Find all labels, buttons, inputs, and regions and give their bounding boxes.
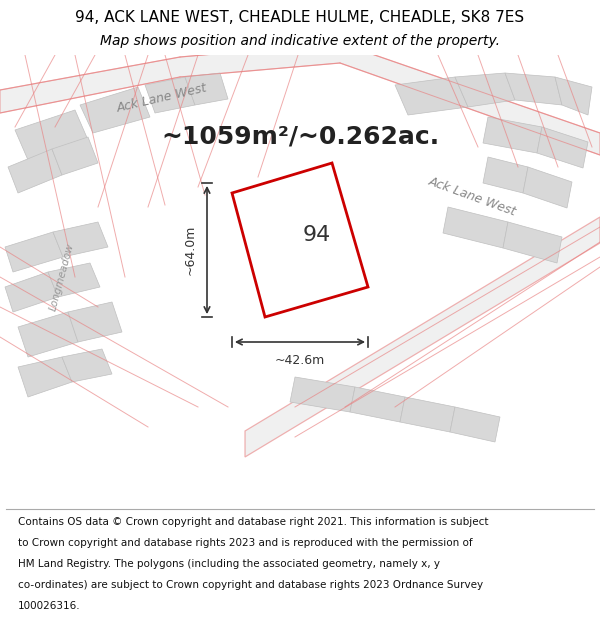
Polygon shape — [18, 312, 78, 357]
Text: HM Land Registry. The polygons (including the associated geometry, namely x, y: HM Land Registry. The polygons (includin… — [18, 559, 440, 569]
Polygon shape — [15, 110, 88, 160]
Polygon shape — [0, 43, 600, 155]
Text: Ack Lane West: Ack Lane West — [427, 175, 518, 219]
Polygon shape — [5, 232, 63, 272]
Polygon shape — [232, 163, 368, 317]
Polygon shape — [505, 73, 562, 105]
Polygon shape — [8, 149, 62, 193]
Polygon shape — [185, 73, 228, 105]
Text: 94: 94 — [303, 225, 331, 245]
Polygon shape — [537, 127, 588, 168]
Polygon shape — [483, 157, 528, 193]
Polygon shape — [350, 387, 405, 422]
Polygon shape — [48, 263, 100, 297]
Polygon shape — [555, 77, 592, 115]
Polygon shape — [18, 357, 72, 397]
Polygon shape — [62, 349, 112, 382]
Polygon shape — [503, 222, 562, 263]
Polygon shape — [52, 137, 98, 175]
Polygon shape — [245, 217, 600, 457]
Polygon shape — [483, 117, 542, 153]
Polygon shape — [443, 207, 508, 248]
Polygon shape — [523, 167, 572, 208]
Text: co-ordinates) are subject to Crown copyright and database rights 2023 Ordnance S: co-ordinates) are subject to Crown copyr… — [18, 580, 483, 590]
Text: to Crown copyright and database rights 2023 and is reproduced with the permissio: to Crown copyright and database rights 2… — [18, 538, 473, 548]
Polygon shape — [400, 397, 455, 432]
Text: Ack Lane West: Ack Lane West — [116, 81, 208, 115]
Text: ~64.0m: ~64.0m — [184, 225, 197, 275]
Polygon shape — [145, 77, 195, 113]
Text: ~42.6m: ~42.6m — [275, 354, 325, 367]
Text: 94, ACK LANE WEST, CHEADLE HULME, CHEADLE, SK8 7ES: 94, ACK LANE WEST, CHEADLE HULME, CHEADL… — [76, 10, 524, 25]
Text: ~1059m²/~0.262ac.: ~1059m²/~0.262ac. — [161, 125, 439, 149]
Polygon shape — [5, 272, 58, 312]
Text: Contains OS data © Crown copyright and database right 2021. This information is : Contains OS data © Crown copyright and d… — [18, 517, 488, 527]
Polygon shape — [68, 302, 122, 342]
Polygon shape — [455, 73, 515, 107]
Text: Map shows position and indicative extent of the property.: Map shows position and indicative extent… — [100, 34, 500, 48]
Text: Longmeadow: Longmeadow — [48, 242, 76, 312]
Polygon shape — [80, 87, 150, 133]
Polygon shape — [53, 222, 108, 257]
Text: 100026316.: 100026316. — [18, 601, 80, 611]
Polygon shape — [290, 377, 355, 412]
Polygon shape — [395, 77, 468, 115]
Polygon shape — [450, 407, 500, 442]
